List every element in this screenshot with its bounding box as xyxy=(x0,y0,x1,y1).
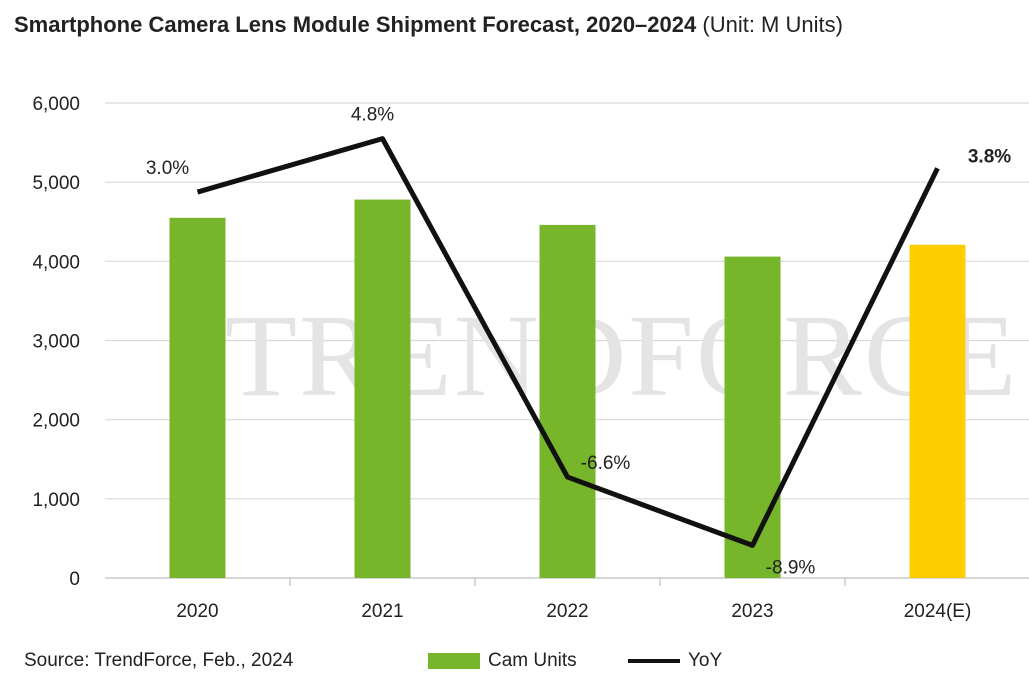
legend-swatch-cam-units xyxy=(428,653,480,669)
yoy-line xyxy=(196,136,940,548)
yoy-data-label: 3.8% xyxy=(968,146,1011,167)
legend-item-cam-units: Cam Units xyxy=(428,650,577,672)
y-tick-label: 4,000 xyxy=(32,252,80,273)
source-note: Source: TrendForce, Feb., 2024 xyxy=(24,650,294,671)
x-tick-label: 2020 xyxy=(176,601,218,622)
legend-item-yoy: YoY xyxy=(628,650,722,672)
y-tick-label: 6,000 xyxy=(32,94,80,115)
y-tick-label: 1,000 xyxy=(32,490,80,511)
yoy-data-label: 4.8% xyxy=(351,105,394,126)
chart-area: TRENDFORCE 0 1,000 2,000 3,000 4,000 5,000 6,0… xyxy=(32,94,1029,622)
y-tick-label: 5,000 xyxy=(32,173,80,194)
legend-line-yoy xyxy=(628,659,680,663)
legend-label-cam-units: Cam Units xyxy=(488,650,577,671)
y-tick-label: 3,000 xyxy=(32,332,80,353)
x-tick-label: 2021 xyxy=(361,601,403,622)
watermark: TRENDFORCE xyxy=(225,290,1019,421)
x-tick-label: 2023 xyxy=(731,601,773,622)
y-tick-label: 0 xyxy=(69,569,80,590)
y-tick-label: 2,000 xyxy=(32,411,80,432)
chart-title-unit: (Unit: M Units) xyxy=(702,12,843,37)
x-axis: 2020 2021 2022 2023 2024(E) xyxy=(176,578,971,622)
bar xyxy=(724,256,781,578)
bars xyxy=(169,199,966,579)
legend-bar: Source: TrendForce, Feb., 2024 Cam Units… xyxy=(0,650,1029,680)
bar xyxy=(909,244,966,579)
yoy-data-label: -8.9% xyxy=(766,557,816,578)
yoy-data-label: 3.0% xyxy=(146,158,189,179)
yoy-line-group xyxy=(196,136,940,548)
bar xyxy=(539,224,596,578)
x-tick-label: 2024(E) xyxy=(904,601,972,622)
chart-title: Smartphone Camera Lens Module Shipment F… xyxy=(14,12,843,38)
bar xyxy=(354,199,411,579)
yoy-data-label: -6.6% xyxy=(581,453,631,474)
bar xyxy=(169,217,226,578)
yoy-labels: 3.0% 4.8% -6.6% -8.9% 3.8% xyxy=(146,105,1011,579)
y-axis: 0 1,000 2,000 3,000 4,000 5,000 6,000 xyxy=(32,94,80,590)
x-tick-label: 2022 xyxy=(546,601,588,622)
legend-label-yoy: YoY xyxy=(688,650,723,671)
chart-title-main: Smartphone Camera Lens Module Shipment F… xyxy=(14,12,697,37)
